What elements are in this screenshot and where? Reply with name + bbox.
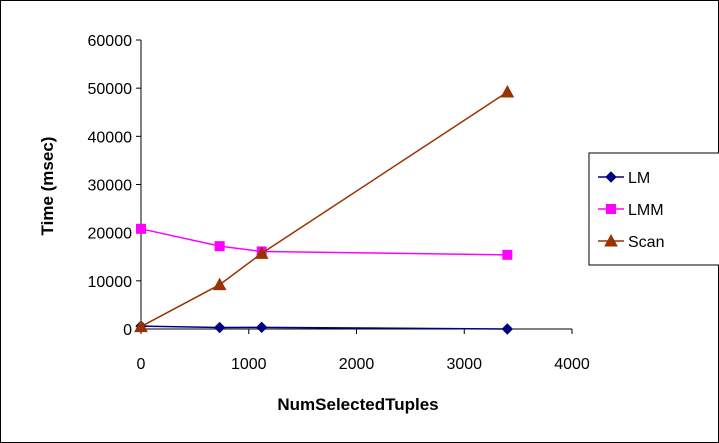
legend-item-lmm: LMM (598, 202, 664, 219)
x-tick-label: 2000 (339, 356, 375, 373)
data-point-lm (501, 323, 514, 335)
legend-marker-lm (605, 171, 617, 183)
data-point-scan (500, 84, 515, 98)
y-tick-label: 60000 (88, 33, 133, 50)
y-axis-title: Time (msec) (38, 137, 57, 236)
y-tick-label: 50000 (88, 81, 133, 98)
series-scan (134, 84, 515, 333)
legend-marker-lmm (606, 204, 616, 214)
data-point-scan (254, 246, 269, 259)
legend-item-scan: Scan (598, 233, 664, 251)
x-tick-label: 1000 (231, 356, 267, 373)
x-tick-label: 0 (137, 356, 146, 373)
y-tick-label: 20000 (88, 226, 133, 243)
data-point-lm (255, 321, 268, 334)
legend-label-lmm: LMM (628, 202, 664, 219)
x-axis-title: NumSelectedTuples (277, 395, 438, 414)
data-point-lmm (214, 241, 225, 252)
legend-item-lm: LM (598, 170, 650, 187)
y-tick-label: 30000 (88, 178, 133, 195)
data-point-lm (213, 321, 226, 334)
legend-label-scan: Scan (628, 234, 664, 251)
data-point-scan (212, 277, 227, 291)
series-line-lmm (140, 228, 508, 256)
y-tick-label: 40000 (88, 129, 133, 146)
data-point-lmm (136, 223, 146, 234)
data-point-lmm (502, 249, 513, 260)
series-line-scan (140, 91, 508, 328)
data-point-scan (134, 319, 148, 333)
series-lmm (136, 223, 513, 260)
y-axis-ticks: 0 10000 20000 30000 40000 50000 60000 (88, 33, 141, 339)
y-tick-label: 10000 (88, 274, 133, 291)
x-axis-ticks: 0 1000 2000 3000 4000 (137, 329, 590, 373)
y-tick-label: 0 (123, 322, 132, 339)
legend-label-lm: LM (628, 170, 650, 187)
axes (140, 40, 572, 330)
legend: LM LMM Scan (588, 152, 719, 266)
series-line-lm (140, 325, 508, 330)
x-tick-label: 4000 (554, 356, 590, 373)
series-lm (135, 320, 514, 335)
x-tick-label: 3000 (446, 356, 482, 373)
legend-marker-scan (604, 233, 618, 247)
series-layer (134, 84, 515, 335)
